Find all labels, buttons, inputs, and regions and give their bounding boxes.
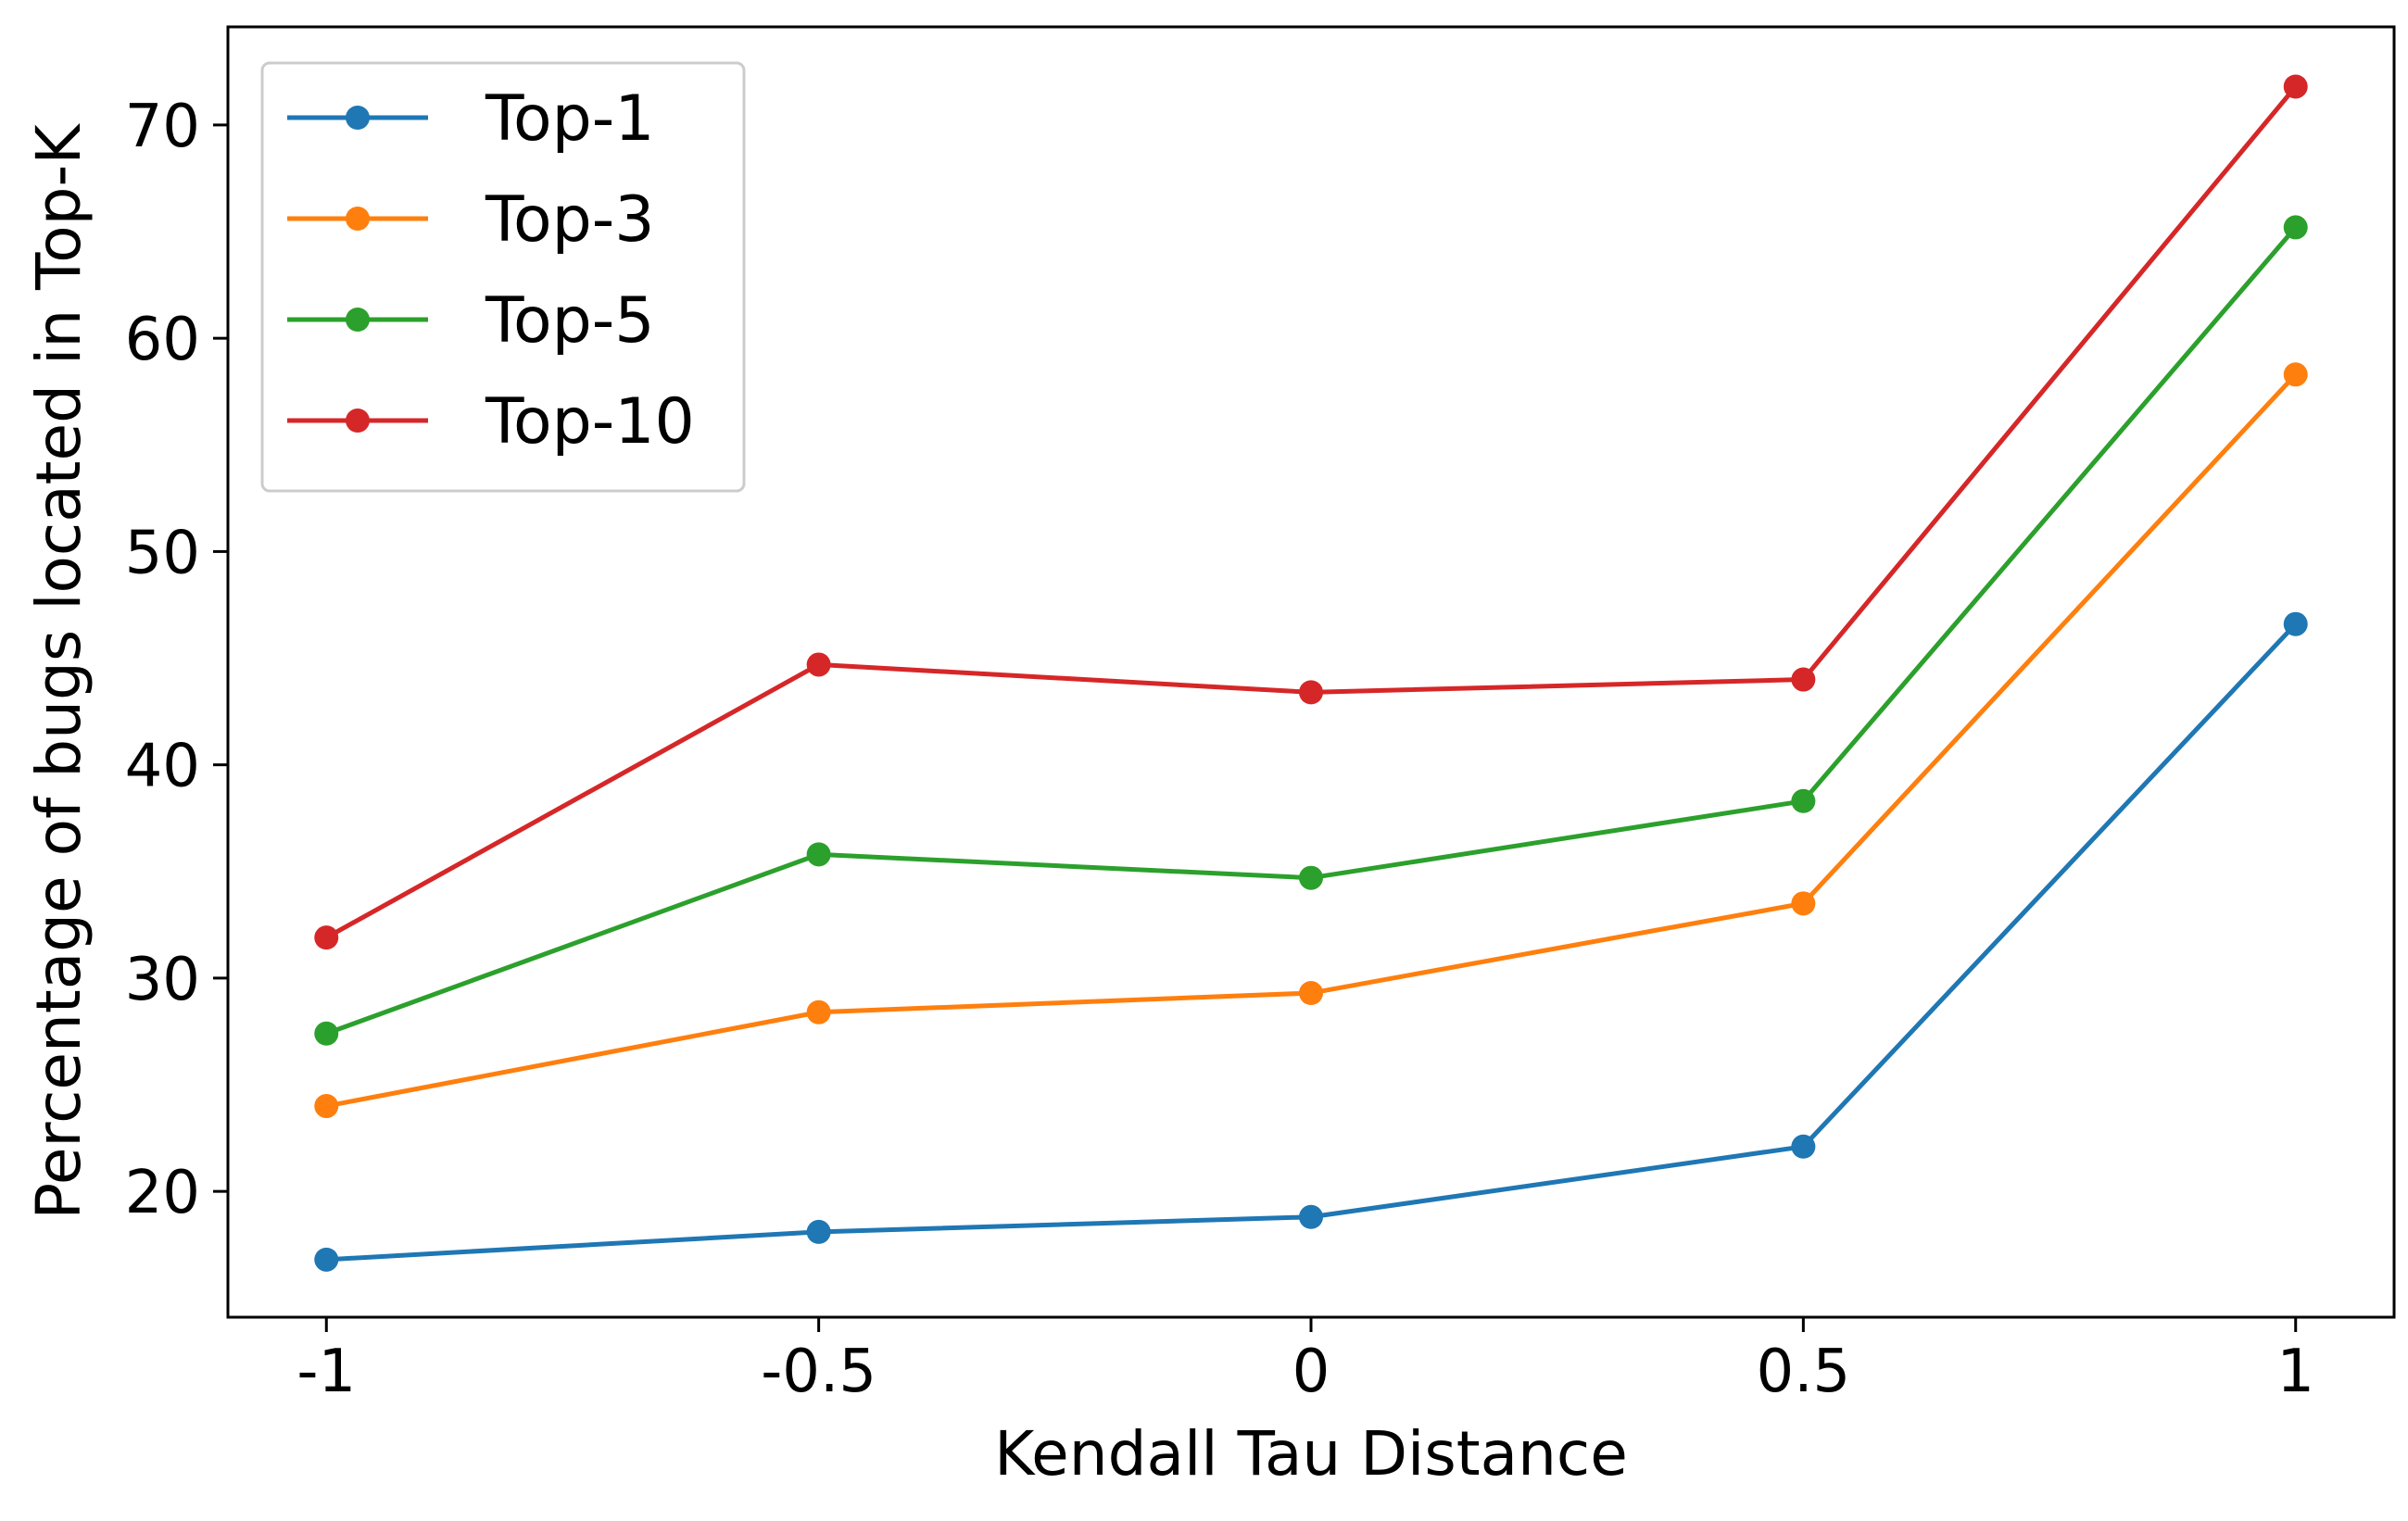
legend-marker <box>346 207 370 231</box>
x-tick-label: 0.5 <box>1756 1338 1850 1406</box>
y-tick-label: 50 <box>125 519 200 587</box>
legend-label: Top-3 <box>485 183 655 257</box>
y-axis-title: Percentage of bugs located in Top-K <box>23 123 95 1220</box>
series-top-3 <box>314 362 2308 1119</box>
data-point <box>1299 1204 1323 1229</box>
data-point <box>1299 981 1323 1006</box>
data-point <box>806 999 831 1024</box>
data-point <box>1791 1134 1816 1159</box>
legend-label: Top-10 <box>485 385 695 459</box>
legend-marker <box>346 308 370 332</box>
data-point <box>314 925 339 950</box>
legend-item: Top-10 <box>287 385 695 459</box>
data-point <box>2283 215 2308 240</box>
series-top-5 <box>314 215 2308 1046</box>
y-tick-label: 30 <box>125 946 200 1014</box>
data-point <box>314 1021 339 1046</box>
y-tick-label: 60 <box>125 306 200 374</box>
data-point <box>806 1219 831 1244</box>
data-point <box>314 1094 339 1119</box>
data-point <box>1791 667 1816 692</box>
legend: Top-1 Top-3 Top-5 Top-10 <box>260 61 746 493</box>
data-point <box>806 652 831 677</box>
data-point <box>1299 865 1323 890</box>
x-axis-title: Kendall Tau Distance <box>994 1418 1628 1490</box>
data-point <box>1791 788 1816 813</box>
x-tick-label: 1 <box>2276 1338 2314 1406</box>
y-tick-label: 70 <box>125 93 200 161</box>
legend-box <box>260 61 746 493</box>
data-point <box>806 842 831 867</box>
y-tick-label: 20 <box>125 1159 200 1227</box>
y-axis: 20 30 40 50 60 70 <box>125 93 228 1227</box>
series-layer <box>314 74 2308 1272</box>
x-tick-label: -0.5 <box>761 1338 876 1406</box>
series-line <box>326 622 2298 1263</box>
legend-item: Top-3 <box>287 183 655 257</box>
x-axis: -1 -0.5 0 0.5 1 <box>296 1317 2314 1406</box>
legend-item: Top-5 <box>287 284 655 358</box>
data-point <box>2283 362 2308 387</box>
series-top-1 <box>314 611 2308 1272</box>
data-point <box>2283 611 2308 636</box>
legend-marker <box>346 106 370 130</box>
data-point <box>2283 74 2308 99</box>
data-point <box>314 1247 339 1272</box>
x-tick-label: -1 <box>296 1338 356 1406</box>
y-tick-label: 40 <box>125 733 200 801</box>
legend-marker <box>346 409 370 433</box>
legend-item: Top-1 <box>287 82 655 156</box>
data-point <box>1299 680 1323 705</box>
data-point <box>1791 891 1816 916</box>
series-top-10 <box>314 74 2308 950</box>
x-tick-label: 0 <box>1292 1338 1330 1406</box>
legend-label: Top-5 <box>485 284 655 358</box>
legend-label: Top-1 <box>485 82 655 156</box>
